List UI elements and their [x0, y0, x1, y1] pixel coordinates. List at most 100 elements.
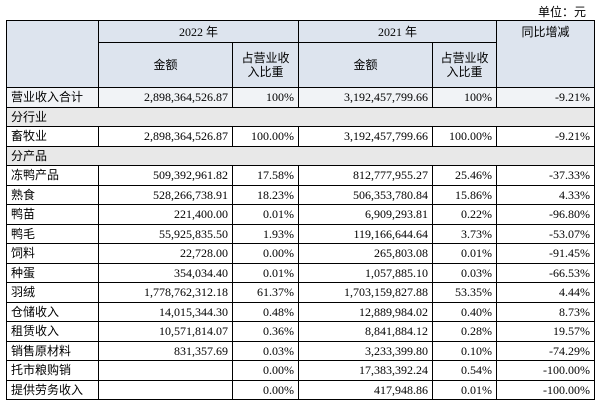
- value-cell: -96.80%: [496, 204, 596, 225]
- value-cell: 0.10%: [432, 340, 498, 361]
- table-body: 营业收入合计 2,898,364,526.87 100% 3,192,457,799.…: [5, 87, 596, 400]
- value-cell: 0.01%: [231, 204, 300, 225]
- value-cell: 506,353,780.84: [298, 184, 434, 205]
- value-cell: 3,192,457,799.66: [298, 87, 434, 108]
- value-cell: 1,057,885.10: [298, 262, 434, 283]
- value-cell: 417,948.86: [298, 379, 434, 400]
- row-label: 种蛋: [6, 262, 99, 283]
- value-cell: 0.03%: [432, 262, 498, 283]
- value-cell: 221,400.00: [98, 204, 233, 225]
- row-label: 熟食: [6, 184, 99, 205]
- value-cell: 4.33%: [496, 184, 596, 205]
- value-cell: 17,383,392.24: [298, 360, 434, 381]
- value-cell: 1,703,159,827.88: [298, 282, 434, 303]
- value-cell: 1.93%: [231, 223, 300, 244]
- value-cell: 3,233,399.80: [298, 340, 434, 361]
- value-cell: 100%: [231, 87, 300, 108]
- section-cell: 分产品: [5, 145, 596, 166]
- value-cell: 61.37%: [231, 282, 300, 303]
- value-cell: 0.01%: [231, 262, 300, 283]
- value-cell: 1,778,762,312.18: [98, 282, 233, 303]
- value-cell: 8.73%: [496, 301, 596, 322]
- table-row: 羽绒 1,778,762,312.18 61.37% 1,703,159,827.88…: [6, 282, 596, 303]
- value-cell: 3.73%: [432, 223, 498, 244]
- row-label: 鸭苗: [6, 204, 99, 225]
- value-cell: 14,015,344.30: [98, 301, 233, 322]
- value-cell: 0.00%: [231, 379, 300, 400]
- value-cell: 831,357.69: [98, 340, 233, 361]
- header-cell: 占营业收入比重: [432, 42, 498, 88]
- value-cell: -100.00%: [496, 360, 596, 381]
- value-cell: 0.40%: [432, 301, 498, 322]
- value-cell: -53.07%: [496, 223, 596, 244]
- value-cell: 509,392,961.82: [98, 165, 233, 186]
- table-header: 2022 年 2021 年 同比增减 金额 占营业收入比重 金额 占营业收入比重: [6, 20, 596, 88]
- section-cell: 分行业: [5, 106, 596, 127]
- value-cell: 4.44%: [496, 282, 596, 303]
- value-cell: 3,192,457,799.66: [298, 126, 434, 147]
- table-row: 鸭毛 55,925,835.50 1.93% 119,166,644.64 3.73% -…: [6, 223, 596, 244]
- value-cell: 119,166,644.64: [298, 223, 434, 244]
- row-label: 仓储收入: [6, 301, 99, 322]
- value-cell: 0.01%: [432, 243, 498, 264]
- value-cell: 19.57%: [496, 321, 596, 342]
- value-cell: -37.33%: [496, 165, 596, 186]
- value-cell: 0.22%: [432, 204, 498, 225]
- value-cell: 0.01%: [432, 379, 498, 400]
- header-row: 金额 占营业收入比重 金额 占营业收入比重: [7, 42, 595, 88]
- value-cell: 100.00%: [432, 126, 498, 147]
- value-cell: 0.28%: [432, 321, 498, 342]
- table-row: 营业收入合计 2,898,364,526.87 100% 3,192,457,799.…: [6, 87, 596, 108]
- value-cell: 8,841,884.12: [298, 321, 434, 342]
- table-row: 种蛋 354,034.40 0.01% 1,057,885.10 0.03% -66.53…: [6, 262, 596, 283]
- value-cell: 0.00%: [231, 360, 300, 381]
- table-row: 托市粮购销 0.00% 17,383,392.24 0.54% -100.00%: [6, 360, 596, 381]
- row-label: 提供劳务收入: [6, 379, 99, 400]
- value-cell: 25.46%: [432, 165, 498, 186]
- header-cell: 2022 年: [97, 20, 300, 43]
- value-cell: 6,909,293.81: [298, 204, 434, 225]
- value-cell: 100%: [432, 87, 498, 108]
- value-cell: 0.36%: [231, 321, 300, 342]
- value-cell: 0.48%: [231, 301, 300, 322]
- row-label: 销售原材料: [6, 340, 99, 361]
- value-cell: 528,266,738.91: [98, 184, 233, 205]
- value-cell: 10,571,814.07: [98, 321, 233, 342]
- header-cell: 2021 年: [298, 20, 498, 43]
- value-cell: 0.00%: [231, 243, 300, 264]
- value-cell: 354,034.40: [98, 262, 233, 283]
- value-cell: [98, 360, 233, 381]
- header-cell: 金额: [298, 42, 434, 88]
- value-cell: 55,925,835.50: [98, 223, 233, 244]
- header-cell: [6, 20, 99, 88]
- value-cell: 265,803.08: [298, 243, 434, 264]
- value-cell: -91.45%: [496, 243, 596, 264]
- table-row: 租赁收入 10,571,814.07 0.36% 8,841,884.12 0.28% 1…: [6, 321, 596, 342]
- value-cell: -74.29%: [496, 340, 596, 361]
- table-row: 提供劳务收入 0.00% 417,948.86 0.01% -100.00%: [6, 379, 596, 400]
- value-cell: 17.58%: [231, 165, 300, 186]
- row-label: 租赁收入: [6, 321, 99, 342]
- value-cell: 12,889,984.02: [298, 301, 434, 322]
- row-label: 畜牧业: [6, 126, 99, 147]
- value-cell: 812,777,955.27: [298, 165, 434, 186]
- value-cell: 0.03%: [231, 340, 300, 361]
- row-label: 托市粮购销: [6, 360, 99, 381]
- row-label: 鸭毛: [6, 223, 99, 244]
- row-label: 营业收入合计: [6, 87, 99, 108]
- value-cell: [98, 379, 233, 400]
- header-cell: 占营业收入比重: [231, 42, 300, 88]
- value-cell: 15.86%: [432, 184, 498, 205]
- table-row: 熟食 528,266,738.91 18.23% 506,353,780.84 15.8…: [6, 184, 596, 205]
- table-row: 畜牧业 2,898,364,526.87 100.00% 3,192,457,799.…: [6, 126, 596, 147]
- header-cell: 金额: [98, 42, 233, 88]
- table-row: 仓储收入 14,015,344.30 0.48% 12,889,984.02 0.40%…: [6, 301, 596, 322]
- value-cell: -66.53%: [496, 262, 596, 283]
- table-row: 冻鸭产品 509,392,961.82 17.58% 812,777,955.27 25…: [6, 165, 596, 186]
- table-row: 分产品: [5, 145, 596, 166]
- value-cell: -100.00%: [496, 379, 596, 400]
- value-cell: 0.54%: [432, 360, 498, 381]
- row-label: 羽绒: [6, 282, 99, 303]
- header-cell: 同比增减: [496, 20, 596, 88]
